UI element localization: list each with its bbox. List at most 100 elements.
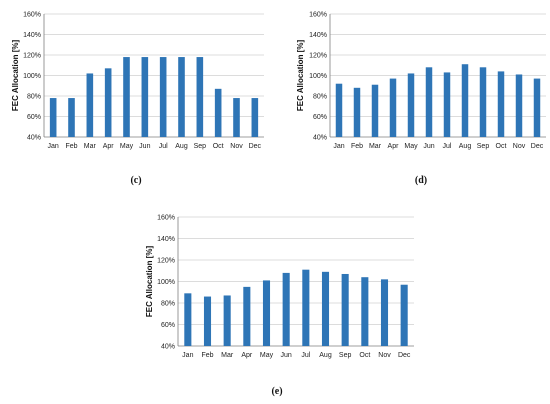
x-tick-label: Nov: [378, 352, 391, 359]
bar-apr: [104, 68, 112, 137]
x-tick-label: Apr: [103, 143, 115, 150]
x-tick-label: Aug: [459, 143, 472, 150]
bar-feb: [203, 296, 212, 346]
y-tick-label: 120%: [23, 53, 41, 60]
y-tick-label: 100%: [309, 73, 327, 80]
y-tick-label: 80%: [27, 94, 41, 101]
x-tick-label: Jun: [423, 143, 434, 150]
chart-panel-d: 40% 60% 80% 100% 120% 140% 160% Jan Feb Mar Apr May…: [296, 12, 546, 186]
y-tick-label: 40%: [161, 344, 175, 351]
bar-feb: [353, 87, 361, 137]
x-tick-label: Jun: [281, 352, 292, 359]
y-tick-label: 80%: [161, 301, 175, 308]
y-tick-label: 40%: [313, 135, 327, 142]
y-tick-label: 120%: [157, 258, 175, 265]
panel-label: (e): [271, 386, 282, 397]
x-tick-label: Apr: [241, 352, 253, 359]
y-tick-label: 80%: [313, 94, 327, 101]
y-axis-title: FEC Allocation [%]: [145, 246, 154, 318]
bar-may: [407, 73, 415, 137]
panel-label: (c): [130, 175, 141, 186]
y-tick-label: 60%: [313, 114, 327, 121]
bar-apr: [389, 78, 397, 137]
x-tick-label: Sep: [477, 143, 490, 150]
x-tick-label: May: [260, 352, 274, 359]
bar-jan: [49, 98, 57, 137]
x-tick-label: Apr: [388, 143, 400, 150]
bar-jul: [159, 57, 167, 137]
x-tick-label: Aug: [319, 352, 332, 359]
y-tick-label: 40%: [27, 135, 41, 142]
x-tick-label: Nov: [230, 143, 243, 150]
bar-nov: [380, 279, 389, 346]
y-tick-label: 140%: [157, 236, 175, 243]
y-axis-title: FEC Allocation [%]: [11, 40, 20, 112]
y-tick-label: 60%: [27, 114, 41, 121]
bar-jul: [302, 269, 310, 346]
bar-jan: [184, 293, 192, 346]
x-tick-label: Dec: [249, 143, 262, 150]
y-tick-label: 100%: [157, 279, 175, 286]
x-tick-label: Dec: [398, 352, 411, 359]
x-tick-label: Jan: [48, 143, 59, 150]
panel-label: (d): [415, 175, 427, 186]
x-tick-label: Sep: [339, 352, 352, 359]
x-tick-label: May: [120, 143, 134, 150]
bar-oct: [361, 277, 369, 346]
bar-apr: [243, 286, 251, 346]
bar-oct: [214, 88, 222, 137]
x-tick-label: Jun: [139, 143, 150, 150]
x-tick-label: Nov: [513, 143, 526, 150]
bar-feb: [68, 98, 75, 137]
bar-mar: [86, 73, 94, 137]
bar-jul: [443, 72, 451, 137]
x-tick-label: Jul: [159, 143, 168, 150]
bar-dec: [251, 98, 259, 137]
bar-may: [262, 280, 271, 346]
x-tick-label: Jul: [301, 352, 310, 359]
bar-jun: [425, 67, 433, 137]
bar-aug: [178, 57, 185, 137]
x-tick-label: Feb: [65, 143, 77, 150]
bar-jun: [141, 57, 149, 137]
y-tick-label: 60%: [161, 322, 175, 329]
x-tick-label: Mar: [221, 352, 234, 359]
x-tick-label: Jul: [443, 143, 452, 150]
x-tick-label: Oct: [496, 143, 507, 150]
x-tick-label: Jan: [182, 352, 193, 359]
y-tick-label: 140%: [23, 32, 41, 39]
x-tick-label: Mar: [84, 143, 97, 150]
x-tick-label: Jan: [333, 143, 344, 150]
x-tick-label: Sep: [194, 143, 207, 150]
bar-aug: [461, 64, 469, 137]
chart-panel-e: 40% 60% 80% 100% 120% 140% 160% Jan Feb Mar Apr May…: [145, 215, 414, 397]
y-tick-label: 160%: [309, 12, 327, 19]
bar-jan: [335, 83, 343, 137]
y-tick-label: 160%: [23, 12, 41, 19]
bar-dec: [533, 78, 541, 137]
bar-sep: [341, 273, 349, 346]
bar-may: [123, 57, 130, 137]
x-tick-label: Oct: [213, 143, 224, 150]
x-tick-label: Oct: [359, 352, 370, 359]
bar-dec: [400, 284, 408, 346]
bar-oct: [497, 71, 505, 137]
y-tick-label: 140%: [309, 32, 327, 39]
y-tick-label: 100%: [23, 73, 41, 80]
x-tick-label: Aug: [175, 143, 188, 150]
bar-sep: [196, 57, 204, 137]
x-tick-label: Mar: [369, 143, 382, 150]
chart-panel-c: 40% 60% 80% 100% 120% 140% 160% Jan Feb Mar Apr May…: [11, 12, 264, 186]
bar-jun: [282, 272, 290, 346]
y-tick-label: 120%: [309, 53, 327, 60]
bar-mar: [371, 84, 379, 137]
x-tick-label: May: [404, 143, 418, 150]
bar-nov: [233, 98, 240, 137]
x-tick-label: Dec: [531, 143, 544, 150]
x-tick-label: Feb: [201, 352, 213, 359]
bar-sep: [479, 67, 487, 137]
x-tick-label: Feb: [351, 143, 363, 150]
bar-mar: [223, 295, 231, 346]
y-tick-label: 160%: [157, 215, 175, 222]
